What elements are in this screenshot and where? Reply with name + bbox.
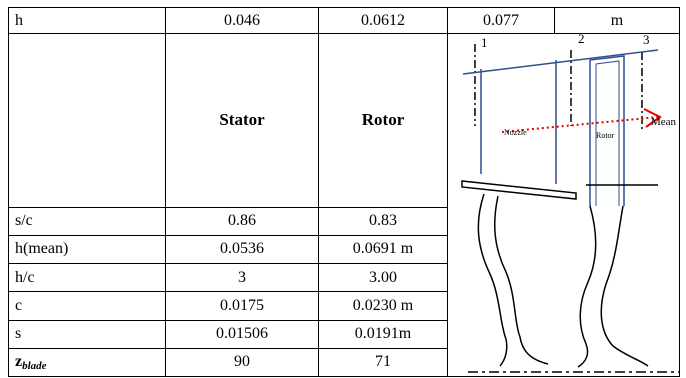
rotor-value: 0.0691 m: [318, 234, 448, 265]
row-label-z-blade: zblade: [8, 347, 166, 378]
row-label: h(mean): [8, 234, 166, 265]
stator-value: 0.01506: [165, 319, 319, 349]
station-2-label: 2: [578, 34, 585, 46]
casing-line: [462, 49, 659, 75]
rotor-column-title: Rotor: [318, 33, 448, 208]
stator-value: 0.86: [165, 206, 319, 236]
stator-value: 0.0175: [165, 291, 319, 321]
stator-value: 0.0536: [165, 234, 319, 265]
stator-value: 0.046: [165, 7, 319, 34]
table-row: h(mean) 0.0536 0.0691 m: [8, 234, 680, 265]
mean-line-label: Mean line: [651, 116, 680, 128]
rotor-blade-outline: [589, 55, 625, 206]
stator-value: 90: [165, 347, 319, 378]
station-3-label: 3: [643, 34, 650, 47]
station-1-label: 1: [481, 35, 488, 50]
row-label-main: z: [15, 353, 23, 371]
row-label-subscript: blade: [22, 360, 47, 373]
stator-column-title: Stator: [165, 33, 319, 208]
rotor-label: Rotor: [596, 131, 615, 140]
mean-line-arrowhead: [643, 108, 662, 128]
rotor-value: 0.0612: [318, 7, 448, 34]
stage-diagram-cell: 1 2 3 Nozzle Rotor Mean line: [447, 33, 680, 377]
stator-value: 3: [165, 263, 319, 293]
stage-diagram: 1 2 3 Nozzle Rotor Mean line: [461, 34, 680, 373]
row-label: h: [8, 7, 166, 34]
row-label: s: [8, 319, 166, 349]
stage-geometry-table: h 0.046 0.0612 0.077 m Stator Rotor 1 2 …: [8, 7, 680, 378]
rotor-value: 71: [318, 347, 448, 378]
nozzle-hub-platform: [461, 180, 577, 200]
row-label: c: [8, 291, 166, 321]
empty-cell: [8, 33, 166, 208]
exit-value: 0.077: [447, 7, 555, 34]
nozzle-label: Nozzle: [504, 128, 527, 137]
row-label: h/c: [8, 263, 166, 293]
rotor-value: 0.83: [318, 206, 448, 236]
table-row: s/c 0.86 0.83: [8, 206, 680, 236]
table-row: zblade 90 71: [8, 347, 680, 378]
table-row-titles: Stator Rotor 1 2 3: [8, 33, 680, 377]
table-row-h: h 0.046 0.0612 0.077 m: [8, 7, 680, 34]
table-row: s 0.01506 0.0191m: [8, 319, 680, 349]
disc-profile-left: [477, 193, 508, 367]
rotor-value: 0.0191m: [318, 319, 448, 349]
disc-profile-right: [577, 205, 597, 368]
disc-profile-right-inner: [600, 205, 649, 367]
rotor-value: 0.0230 m: [318, 291, 448, 321]
unit-cell: m: [554, 7, 680, 34]
table-row: h/c 3 3.00: [8, 263, 680, 293]
disc-profile-left-inner: [493, 195, 549, 365]
row-label: s/c: [8, 206, 166, 236]
rotor-blade-inner: [595, 60, 620, 206]
rotor-value: 3.00: [318, 263, 448, 293]
mean-line: [501, 116, 659, 133]
table-row: c 0.0175 0.0230 m: [8, 291, 680, 321]
